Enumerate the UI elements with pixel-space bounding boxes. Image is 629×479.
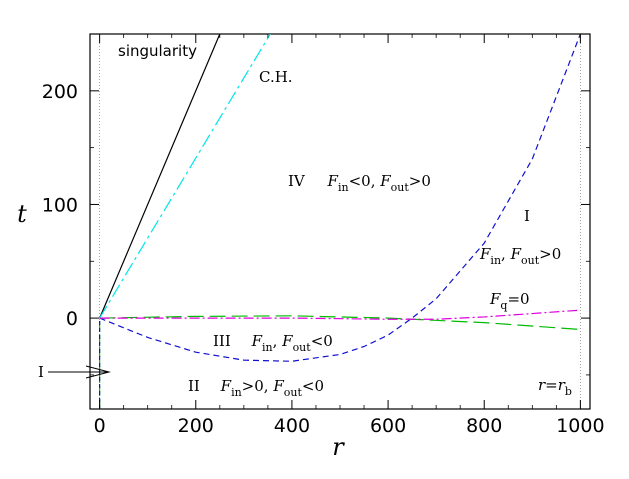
region-iv-f2-rel: >0 [409, 172, 431, 190]
fq-sub: q [500, 299, 507, 312]
series-line-fin_zero [99, 34, 581, 362]
region-iii-f1: F [251, 332, 263, 350]
fq-label: Fq=0 [489, 290, 530, 312]
rb-r2: r [558, 376, 566, 394]
region-iii-f2-sub: out [293, 341, 312, 354]
fq-f: F [489, 290, 501, 308]
fq-rel: =0 [507, 290, 529, 308]
region-iii-f1-sub: in [262, 341, 273, 354]
ticks: 0 200 400 600 800 1000 0 100 200 [42, 33, 605, 437]
y-tick-label: 200 [42, 81, 78, 103]
rb-label: r=rb [538, 376, 572, 398]
arrow-icon [48, 365, 111, 379]
series-line-fq_zero [99, 309, 581, 320]
region-i-f2-sub: out [521, 254, 540, 267]
region-i-sep: , [501, 245, 511, 263]
annotations: r t singularity C.H. IV Fin<0, Fout>0 I … [17, 42, 572, 461]
x-tick-label: 800 [466, 415, 502, 437]
region-i-label: I [524, 207, 530, 225]
x-tick-label: 400 [274, 415, 310, 437]
rb-sub: b [565, 385, 572, 398]
region-iii-rel: <0 [311, 332, 333, 350]
x-tick-label: 200 [178, 415, 214, 437]
region-ii-f2-sub: out [284, 386, 303, 399]
region-ii-f2: F [272, 377, 284, 395]
region-i-condition: Fin, Fout>0 [479, 245, 561, 267]
region-ii-f1-rel: >0, [242, 377, 274, 395]
rb-eq: = [545, 376, 558, 394]
reference-lines [99, 34, 581, 409]
region-iv-f2: F [379, 172, 391, 190]
region-i-f2: F [510, 245, 522, 263]
series-line-fout_zero [99, 315, 581, 331]
region-ii-f1-sub: in [231, 386, 242, 399]
region-ii-f2-rel: <0 [302, 377, 324, 395]
y-tick-label: 0 [66, 308, 78, 330]
x-tick-label: 0 [94, 415, 106, 437]
region-iii-label: III Fin, Fout<0 [213, 332, 333, 354]
ch-label: C.H. [259, 68, 293, 86]
series-group [99, 34, 581, 409]
region-iv-roman: IV [288, 172, 306, 190]
region-iv-f2-sub: out [391, 181, 410, 194]
region-iii-f2: F [281, 332, 293, 350]
region-ii-f1: F [220, 377, 232, 395]
region-ii-roman: II [188, 377, 200, 395]
y-tick-label: 100 [42, 194, 78, 216]
x-tick-label: 1000 [556, 415, 604, 437]
y-axis-label: t [17, 200, 27, 228]
region-iv-f1-sub: in [338, 181, 349, 194]
region-ii-label: II Fin>0, Fout<0 [188, 377, 324, 399]
series-line-ch [99, 34, 271, 319]
arrow-label: I [38, 363, 44, 381]
x-axis-label: r [332, 433, 345, 461]
plot-frame [89, 33, 591, 410]
x-tick-label: 600 [370, 415, 406, 437]
series-line-singularity [99, 34, 221, 319]
region-i-f1: F [479, 245, 491, 263]
region-iii-roman: III [213, 332, 231, 350]
rb-r: r [538, 376, 546, 394]
region-iv-f1-rel: <0, [349, 172, 381, 190]
region-i-rel: >0 [539, 245, 561, 263]
plot-border [89, 33, 591, 410]
region-i-f1-sub: in [490, 254, 501, 267]
region-iii-sep: , [273, 332, 283, 350]
region-iv-label: IV Fin<0, Fout>0 [288, 172, 431, 194]
singularity-label: singularity [118, 42, 197, 60]
region-iv-f1: F [327, 172, 339, 190]
